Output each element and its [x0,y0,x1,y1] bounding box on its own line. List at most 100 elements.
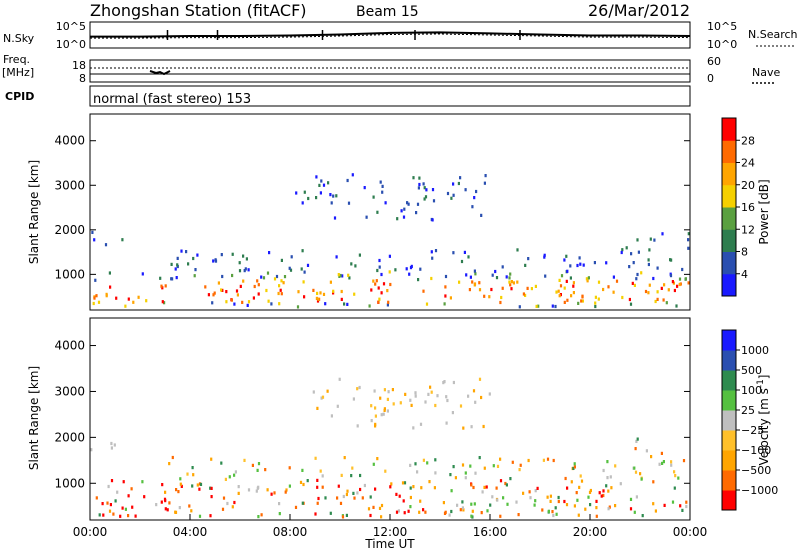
heatmap-cell [687,238,690,242]
nsearch-tick-bottom: 10^0 [707,38,737,51]
heatmap-cell [419,422,423,426]
heatmap-cell [450,509,453,514]
heatmap-cell [193,274,196,278]
heatmap-cell [536,486,539,490]
heatmap-cell [359,487,362,492]
heatmap-cell [225,290,228,294]
heatmap-cell [426,461,429,465]
heatmap-cell [602,493,605,498]
heatmap-cell [343,302,346,306]
y-tick-label: 1000 [54,267,85,281]
heatmap-cell [451,411,454,415]
heatmap-cell [251,463,254,467]
heatmap-cell [687,246,690,250]
heatmap-cell [606,476,609,480]
heatmap-cell [434,458,437,462]
heatmap-cell [546,457,550,461]
heatmap-cell [442,381,445,385]
heatmap-cell [213,291,216,295]
heatmap-cell [95,496,98,500]
heatmap-cell [648,248,651,252]
y-tick-label: 3000 [54,178,85,192]
heatmap-cell [209,486,212,490]
heatmap-cell [170,262,173,266]
heatmap-cell [132,300,135,304]
heatmap-cell [420,486,423,490]
heatmap-cell [369,513,372,518]
heatmap-cell [621,248,624,252]
heatmap-cell [127,494,130,498]
heatmap-cell [278,502,281,506]
heatmap-cell [358,253,361,257]
heatmap-cell [416,202,420,206]
heatmap-cell [260,275,263,279]
heatmap-cell [558,294,561,298]
heatmap-cell [145,299,148,303]
colorbar-swatch [722,140,736,163]
heatmap-cell [164,507,167,511]
colorbar-swatch [722,390,736,411]
heatmap-cell [179,477,182,481]
heatmap-cell [670,463,673,467]
heatmap-cell [196,253,199,257]
heatmap-cell [306,479,309,483]
heatmap-cell [233,302,236,306]
heatmap-cell [243,458,246,462]
heatmap-cell [159,276,162,280]
heatmap-cell [456,503,459,507]
heatmap-cell [376,457,379,461]
heatmap-cell [475,189,478,194]
heatmap-cell [460,259,464,264]
heatmap-cell [606,460,609,464]
heatmap-cell [412,426,415,430]
heatmap-cell [415,211,418,215]
heatmap-cell [160,500,163,504]
heatmap-cell [199,482,203,486]
heatmap-cell [407,509,410,513]
heatmap-cell [368,304,371,308]
heatmap-cell [176,256,179,260]
heatmap-cell [222,496,226,500]
heatmap-cell [329,511,332,515]
heatmap-cell [645,449,648,453]
heatmap-cell [175,276,178,280]
velocity-colorbar-label-main: Velocity [m s [757,388,771,465]
x-axis-ticks: 00:00 04:00 08:00 12:00 16:00 20:00 00:00 [73,514,707,539]
heatmap-cell [363,186,366,190]
heatmap-cell [220,288,223,292]
heatmap-cell [427,392,430,396]
heatmap-cell [685,504,688,509]
heatmap-cell [631,281,634,285]
heatmap-cell [412,176,415,180]
heatmap-cell [444,294,447,298]
velocity-colorbar-label-sup: -1 [756,379,766,388]
heatmap-cell [341,274,344,278]
heatmap-cell [234,470,237,474]
heatmap-cell [233,473,236,477]
heatmap-cell [316,485,319,489]
heatmap-cell [405,267,408,271]
power-colorbar: 4 8 12 16 20 24 28 [721,117,755,297]
heatmap-cell [380,503,384,508]
heatmap-cell [508,280,511,284]
heatmap-cell [278,512,281,516]
heatmap-cell [589,488,592,493]
heatmap-cell [628,265,631,269]
heatmap-cell [367,507,371,511]
x-axis-label: Time UT [364,537,415,551]
heatmap-cell [278,302,281,306]
heatmap-cell [409,463,412,467]
cpid-panel: CPID normal (fast stereo) 153 [5,85,691,107]
heatmap-cell [124,304,127,308]
heatmap-cell [424,510,427,514]
heatmap-cell [452,193,455,197]
heatmap-cell [569,264,572,268]
heatmap-cell [315,196,318,200]
heatmap-cell [196,483,199,487]
heatmap-cell [452,465,455,469]
heatmap-cell [671,280,674,284]
heatmap-cell [563,499,566,504]
heatmap-cell [306,263,310,267]
cpid-frame [89,85,691,107]
heatmap-cell [419,267,422,271]
